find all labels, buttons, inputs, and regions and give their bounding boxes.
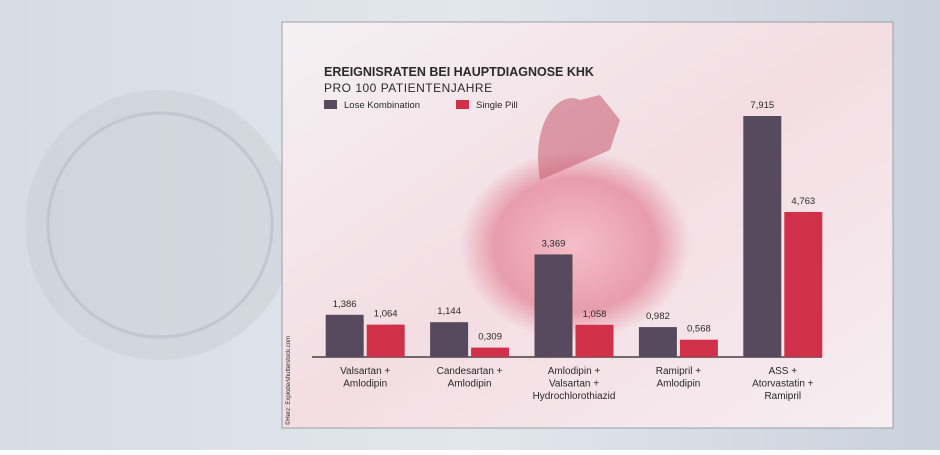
value-label: 1,144 <box>437 306 461 317</box>
x-tick-label: Amlodipin <box>448 379 492 390</box>
legend-swatch <box>324 100 337 109</box>
bar <box>638 327 677 357</box>
seal-ring <box>46 111 274 339</box>
bar <box>325 314 364 357</box>
value-label: 7,915 <box>750 100 774 111</box>
x-tick-label: Valsartan + <box>340 366 390 377</box>
bar <box>575 324 614 357</box>
x-tick-label: Ramipril + <box>656 366 701 377</box>
value-label: 4,763 <box>791 196 815 207</box>
x-tick-label: Candesartan + <box>437 366 503 377</box>
value-label: 0,568 <box>687 324 711 335</box>
x-tick-label: Amlodipin <box>343 379 387 390</box>
value-label: 1,386 <box>333 299 357 310</box>
x-tick-label: Amlodipin <box>656 379 700 390</box>
heart-vessels <box>538 95 620 180</box>
value-label: 0,309 <box>478 332 502 343</box>
x-tick-label: Hydrochlorothiazid <box>533 391 616 402</box>
value-label: 3,369 <box>542 238 566 249</box>
bar <box>679 339 718 357</box>
bar <box>534 254 573 357</box>
seal-decoration <box>25 90 295 360</box>
chart-title: EREIGNISRATEN BEI HAUPTDIAGNOSE KHK <box>324 65 594 79</box>
legend-swatch <box>456 100 469 109</box>
chart-subtitle: PRO 100 PATIENTENJAHRE <box>324 81 493 95</box>
x-tick-label: Ramipril <box>764 391 801 402</box>
value-label: 0,982 <box>646 311 670 322</box>
x-tick-label: Amlodipin + <box>548 366 601 377</box>
bar <box>743 116 782 357</box>
x-tick-label: Atorvastatin + <box>752 379 814 390</box>
bar <box>471 347 510 357</box>
credit: ©Herz: Explode/shutterstock.com <box>285 336 292 425</box>
legend-label: Lose Kombination <box>344 100 420 111</box>
legend-label: Single Pill <box>476 100 518 111</box>
value-label: 1,064 <box>374 309 398 320</box>
x-tick-label: Valsartan + <box>549 379 599 390</box>
heart-image <box>460 150 690 340</box>
bar <box>784 211 823 357</box>
bar <box>430 322 469 357</box>
value-label: 1,058 <box>583 309 607 320</box>
x-tick-label: ASS + <box>768 366 797 377</box>
bar <box>366 324 405 357</box>
